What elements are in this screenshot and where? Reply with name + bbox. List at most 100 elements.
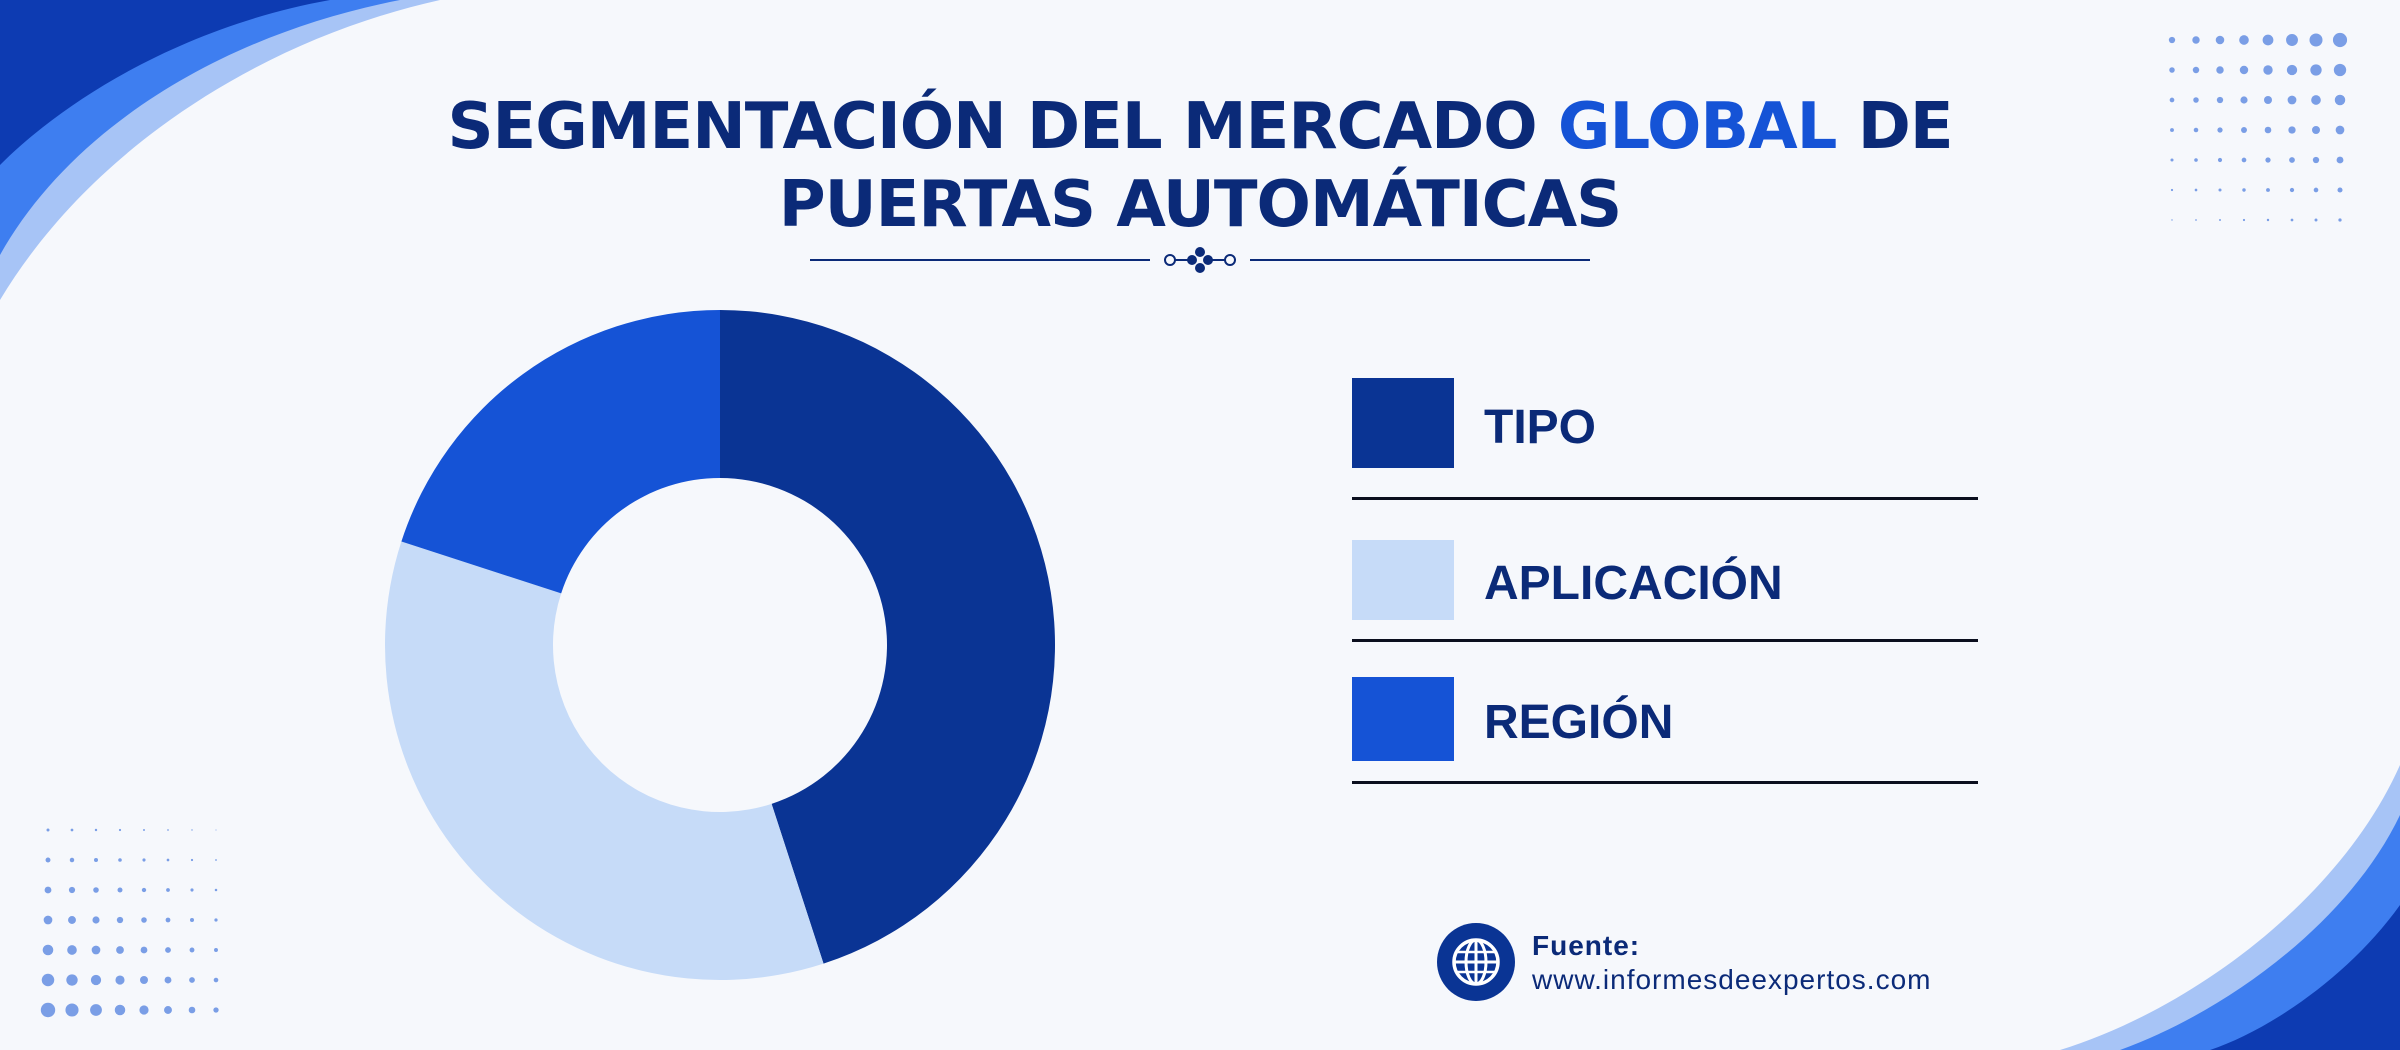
decor-dot (2239, 35, 2249, 45)
decor-dot (2217, 157, 2223, 163)
decor-dot (2169, 97, 2175, 103)
legend-item-region: REGIÓN (1352, 677, 1978, 787)
decor-dot (139, 1005, 149, 1015)
donut-slice-tipo (720, 310, 1055, 964)
legend-divider (1352, 639, 1978, 642)
decor-dot (90, 974, 102, 986)
legend-divider (1352, 781, 1978, 784)
decor-dot (70, 828, 74, 832)
decor-dot (2241, 127, 2247, 133)
legend-label-region: REGIÓN (1484, 696, 1674, 749)
legend-item-tipo: TIPO (1352, 378, 1978, 503)
decor-dot (2332, 32, 2348, 48)
decor-dot (2290, 218, 2294, 222)
decor-dot (166, 858, 170, 862)
decor-dot (164, 1006, 172, 1014)
decor-dot (2338, 218, 2342, 222)
decor-dot (2310, 64, 2322, 76)
decor-dot (2262, 34, 2274, 46)
decor-dot (116, 946, 124, 954)
legend-swatch-region (1352, 677, 1454, 761)
decor-dot (2242, 218, 2246, 222)
title-part2: DE (1836, 90, 1954, 164)
decor-dot (2313, 187, 2319, 193)
decor-dot (67, 945, 77, 955)
decor-dot (167, 829, 169, 831)
decor-dot (140, 976, 148, 984)
donut-slice-aplicación (384, 541, 824, 980)
decor-dot (93, 887, 99, 893)
decor-dot (165, 947, 171, 953)
decor-dot (2286, 34, 2298, 46)
decor-dot (2242, 188, 2246, 192)
decor-dot (2217, 127, 2223, 133)
decor-dot (2240, 96, 2248, 104)
decor-dot (143, 829, 145, 831)
decor-dot (2286, 64, 2298, 76)
decor-dot (2215, 35, 2225, 45)
decor-dot (2288, 126, 2296, 134)
decor-dot (2170, 188, 2174, 192)
decor-dot (2195, 219, 2197, 221)
decor-dot (2192, 36, 2200, 44)
decor-dot (2194, 158, 2198, 162)
dot-pattern-bottom-left (40, 828, 219, 1018)
decor-dot (2194, 188, 2198, 192)
decor-dot (2266, 218, 2270, 222)
decor-dot (2263, 95, 2273, 105)
decor-dot (2216, 96, 2224, 104)
decor-dot (188, 1006, 196, 1014)
title-highlight: GLOBAL (1557, 90, 1838, 164)
decor-dot (94, 828, 98, 832)
decor-dot (43, 915, 53, 925)
decor-dot (2193, 127, 2199, 133)
decor-dot (214, 888, 218, 892)
decor-dot (2334, 94, 2346, 106)
decor-dot (141, 887, 147, 893)
decor-dot (2265, 157, 2271, 163)
donut-slice-región (401, 310, 720, 594)
decor-dot (189, 977, 195, 983)
globe-icon (1437, 923, 1515, 1001)
decor-dot (2289, 157, 2295, 163)
decor-dot (165, 917, 171, 923)
legend-swatch-aplicacion (1352, 540, 1454, 620)
source-block: Fuente: www.informesdeexpertos.com (1436, 922, 1996, 1006)
decor-dot (42, 944, 54, 956)
decor-dot (214, 918, 218, 922)
decor-dot (118, 828, 122, 832)
decor-dot (2337, 187, 2343, 193)
legend-label-aplicacion: APLICACIÓN (1484, 557, 1783, 610)
decor-dot (115, 975, 125, 985)
title-line2: PUERTAS AUTOMÁTICAS (778, 168, 1622, 242)
decor-dot (68, 916, 76, 924)
decor-dot (164, 976, 172, 984)
dot-pattern-top-right (2168, 32, 2348, 222)
decor-dot (41, 973, 55, 987)
decor-dot (114, 1004, 126, 1016)
ornamental-divider (810, 247, 1590, 273)
decor-dot (2218, 188, 2222, 192)
donut-chart (384, 310, 1055, 980)
decor-dot (2333, 63, 2347, 77)
decor-dot (166, 888, 170, 892)
source-url[interactable]: www.informesdeexpertos.com (1532, 964, 1932, 995)
decor-dot (189, 917, 195, 923)
decor-dot (189, 947, 195, 953)
legend-item-aplicacion: APLICACIÓN (1352, 540, 1978, 645)
decor-dot (93, 857, 99, 863)
decor-dot (68, 886, 76, 894)
decor-dot (190, 888, 194, 892)
decor-dot (2264, 126, 2272, 134)
decor-dot (2192, 66, 2200, 74)
decor-dot (2193, 97, 2199, 103)
decor-dot (191, 829, 193, 831)
decor-dot (2168, 36, 2176, 44)
decor-dot (2170, 128, 2174, 132)
decor-dot (69, 857, 75, 863)
legend-swatch-tipo (1352, 378, 1454, 468)
decor-dot (190, 858, 194, 862)
decor-dot (140, 946, 148, 954)
decor-dot (213, 977, 219, 983)
